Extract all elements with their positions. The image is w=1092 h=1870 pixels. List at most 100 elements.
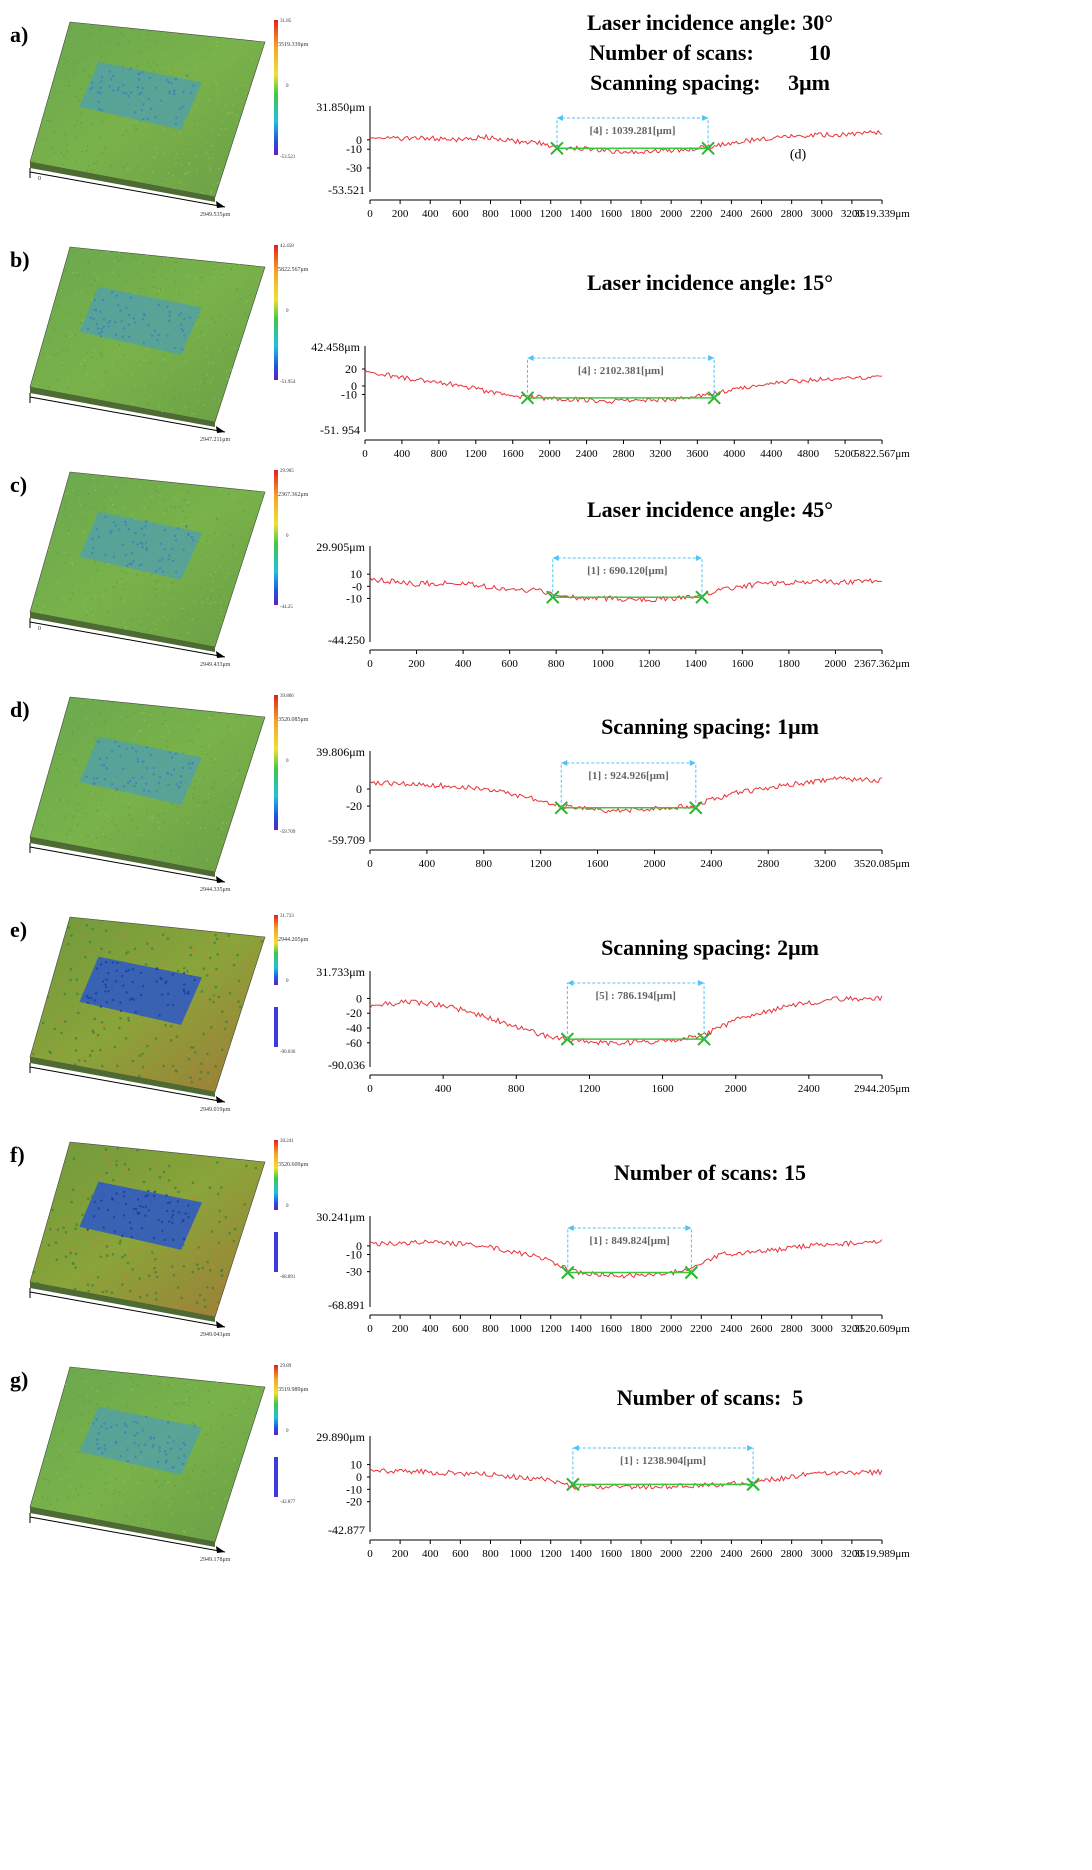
y-max-label: 31.733μm [316,965,365,979]
heading-line: Number of scans: 10 [589,40,831,65]
surface-side [30,162,215,202]
panel-label: f) [10,1142,25,1167]
panel-heading: Number of scans: 5 [360,1383,1060,1413]
x-tick-label: 800 [431,448,448,460]
scanned-region [79,61,202,130]
x-tick-label: 2800 [613,448,636,460]
surface-3d-map: 3520.085μm 2944.335μm [29,696,309,893]
x-tick-label: 1600 [731,658,754,670]
y-min-label: -90.036 [328,1058,365,1072]
x-tick-label: 2400 [720,1548,743,1560]
y-max-label: 42.458μm [311,340,360,354]
x-tick-label: 2000 [824,658,847,670]
x-tick-label: 800 [482,1548,499,1560]
x-tick-label: 1600 [600,1323,623,1335]
x-tick-label: 600 [452,1323,469,1335]
surface-3d-map: 5822.567μm 2947.211μm [29,246,309,443]
panel-heading: Number of scans: 15 [360,1158,1060,1188]
color-scale-min: -90.036 [280,1050,296,1055]
x-tick-label: 2800 [781,208,804,220]
x-tick-label: 200 [392,1548,409,1560]
x-tick-label: 1000 [510,208,533,220]
color-scale-gradient [274,470,278,605]
y-tick-label: -60 [346,1036,362,1050]
x-tick-label: 800 [482,208,499,220]
y-length-label: 3519.989μm [278,1387,309,1393]
scanned-region [79,956,202,1025]
x-tick-label: 400 [422,1323,439,1335]
x-tick-label: 3200 [649,448,672,460]
y-length-label: 5822.567μm [278,267,309,273]
y-tick-label: -20 [346,799,362,813]
x-axis-arrow [216,1546,225,1553]
x-axis-line [29,1066,226,1103]
x-tick-label: 2400 [576,448,599,460]
measure-arrow-right [685,1225,692,1231]
color-scale-min: -42.877 [280,1500,296,1505]
surface-side [30,1507,215,1547]
measure-arrow-right [708,355,715,361]
x-axis-arrow [216,201,225,208]
measure-label: [4] : 2102.381[μm] [578,365,664,377]
x-tick-label: 2800 [757,858,780,870]
y-length-label: 2944.205μm [278,937,309,943]
x-tick-label: 600 [501,658,518,670]
x-tick-label: 3200 [814,858,837,870]
color-scale-lower [274,1232,278,1272]
y-tick-label: 0 [356,133,362,147]
x-tick-label: 600 [452,208,469,220]
x-tick-label: 3200 [841,1323,864,1335]
panel-label: c) [10,472,28,497]
heading-line: Number of scans: 15 [613,1160,807,1185]
color-scale-upper [274,1140,278,1210]
chart-annotation: (d) [790,148,807,163]
x-axis-line [29,171,226,208]
x-length-label: 2944.335μm [200,887,231,893]
y-max-label: 31.850μm [316,100,365,114]
x-tick-label: 1000 [510,1548,533,1560]
measure-label: [1] : 1238.904[μm] [620,1455,706,1467]
panel-label: g) [10,1367,29,1392]
x-tick-label: 3200 [841,1548,864,1560]
x-tick-label: 3000 [811,1548,834,1560]
x-tick-label: 1200 [578,1083,601,1095]
y-length-label: 2367.362μm [278,492,309,498]
x-tick-label: 1200 [465,448,488,460]
x-length-label: 2949.043μm [200,1332,231,1338]
measure-label: [4] : 1039.281[μm] [590,125,676,137]
profile-line [369,1468,883,1490]
x-tick-label: 2400 [720,1323,743,1335]
heading-line: Laser incidence angle: 45° [586,497,834,522]
color-scale-gradient [274,245,278,380]
profile-line [364,369,883,405]
measure-marker [746,1477,760,1492]
x-tick-label: 2000 [660,1548,683,1560]
x-tick-label: 0 [367,1083,373,1095]
y-tick-label: -10 [346,591,362,605]
x-axis-arrow [216,1321,225,1328]
x-tick-label: 2600 [751,208,774,220]
x-tick-label: 4400 [760,448,783,460]
x-tick-label: 1000 [592,658,615,670]
color-scale-bar: 30.241 0 -68.891 [274,1139,296,1280]
color-scale-mid: 0 [286,534,289,539]
x-tick-label: 0 [362,448,368,460]
y-length-label: 3519.339μm [278,42,309,48]
x-tick-label: 1400 [570,208,593,220]
measure-arrow-left [567,1225,574,1231]
x-length-label: 2949.019μm [200,1107,231,1113]
measure-marker [707,391,721,405]
profile-line [369,129,883,155]
scanned-region [79,286,202,355]
y-tick-label: -10 [346,1248,362,1262]
x-axis-line [29,396,226,433]
x-tick-label: 3600 [686,448,709,460]
color-scale-min: -59.709 [280,830,296,835]
profile-chart: 高度轮廓42.458μm-51. 954200-1004008001200160… [311,340,910,460]
color-scale-max: 29.89 [280,1364,292,1369]
x-tick-label: 1800 [630,1323,653,1335]
y-length-label: 3520.085μm [278,717,309,723]
heading-line: Scanning spacing: 2μm [601,935,819,960]
color-scale-mid: 0 [286,759,289,764]
measure-label: [1] : 924.926[μm] [588,770,668,782]
